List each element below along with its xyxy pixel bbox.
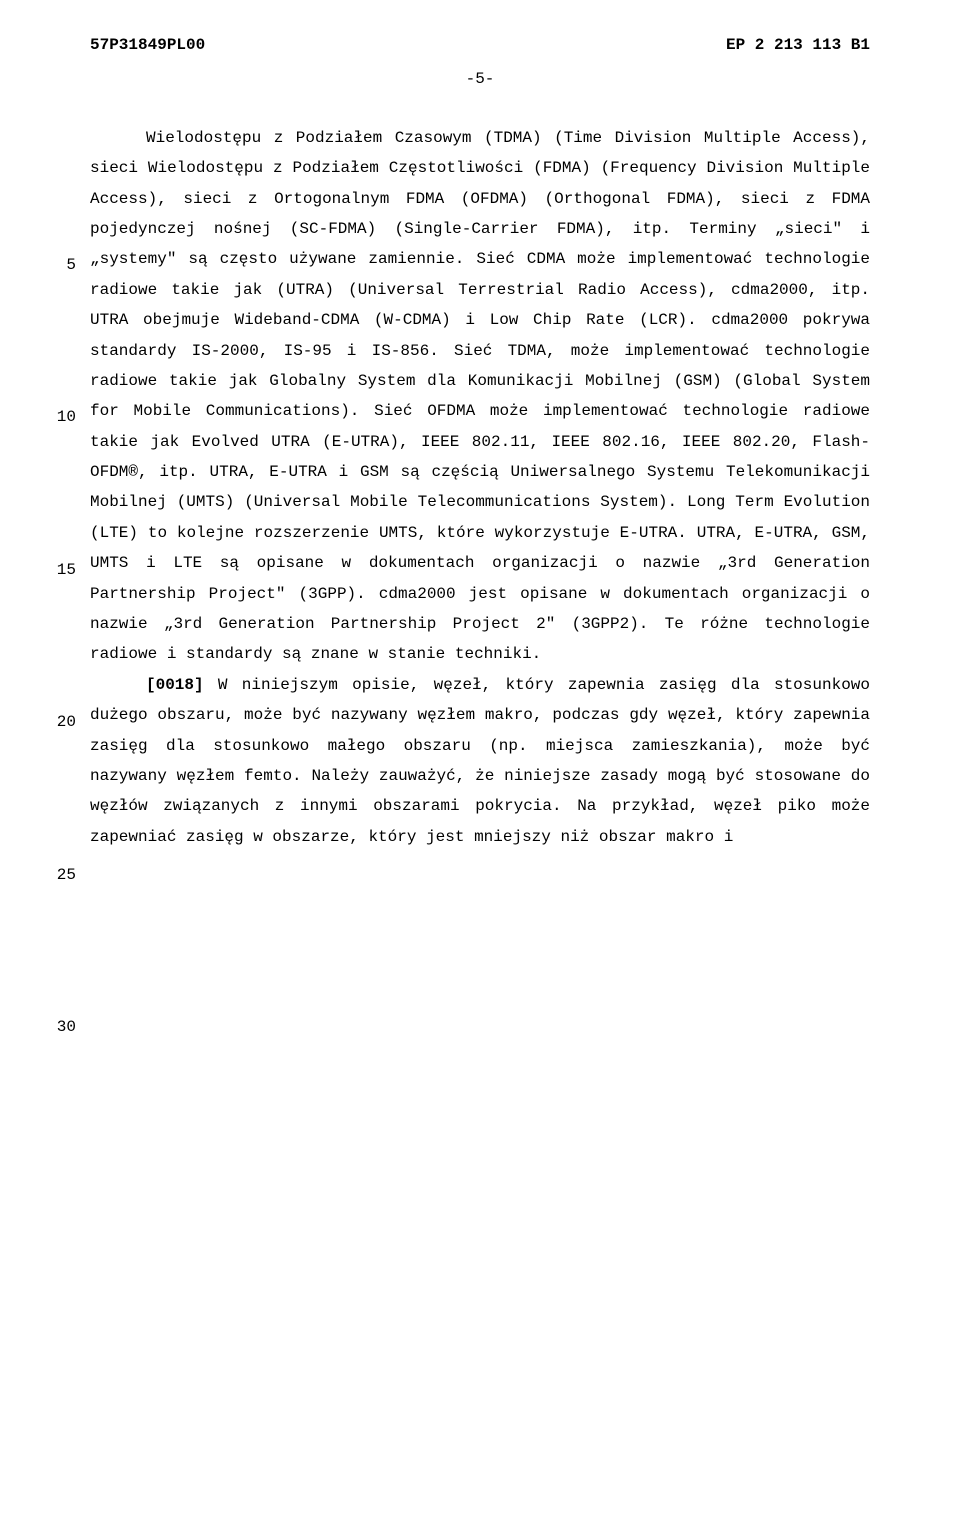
- header-right: EP 2 213 113 B1: [726, 30, 870, 60]
- line-number: 10: [46, 402, 76, 432]
- line-number: 20: [46, 707, 76, 737]
- line-number: 5: [46, 250, 76, 280]
- line-number: 15: [46, 555, 76, 585]
- page-container: 57P31849PL00 EP 2 213 113 B1 -5- 5 10 15…: [0, 0, 960, 892]
- page-number: -5-: [90, 64, 870, 94]
- line-number: 25: [46, 860, 76, 890]
- paragraph-label: [0018]: [146, 676, 204, 694]
- line-number: 30: [46, 1012, 76, 1042]
- paragraph: [0018] W niniejszym opisie, węzeł, który…: [90, 670, 870, 852]
- paragraph-text: W niniejszym opisie, węzeł, który zapewn…: [90, 676, 870, 846]
- paragraph-text: Wielodostępu z Podziałem Czasowym (TDMA)…: [90, 129, 870, 664]
- page-header: 57P31849PL00 EP 2 213 113 B1: [90, 30, 870, 60]
- body-text: Wielodostępu z Podziałem Czasowym (TDMA)…: [90, 123, 870, 852]
- line-number-gutter: 5 10 15 20 25 30: [46, 128, 76, 1042]
- paragraph: Wielodostępu z Podziałem Czasowym (TDMA)…: [90, 123, 870, 670]
- header-left: 57P31849PL00: [90, 30, 205, 60]
